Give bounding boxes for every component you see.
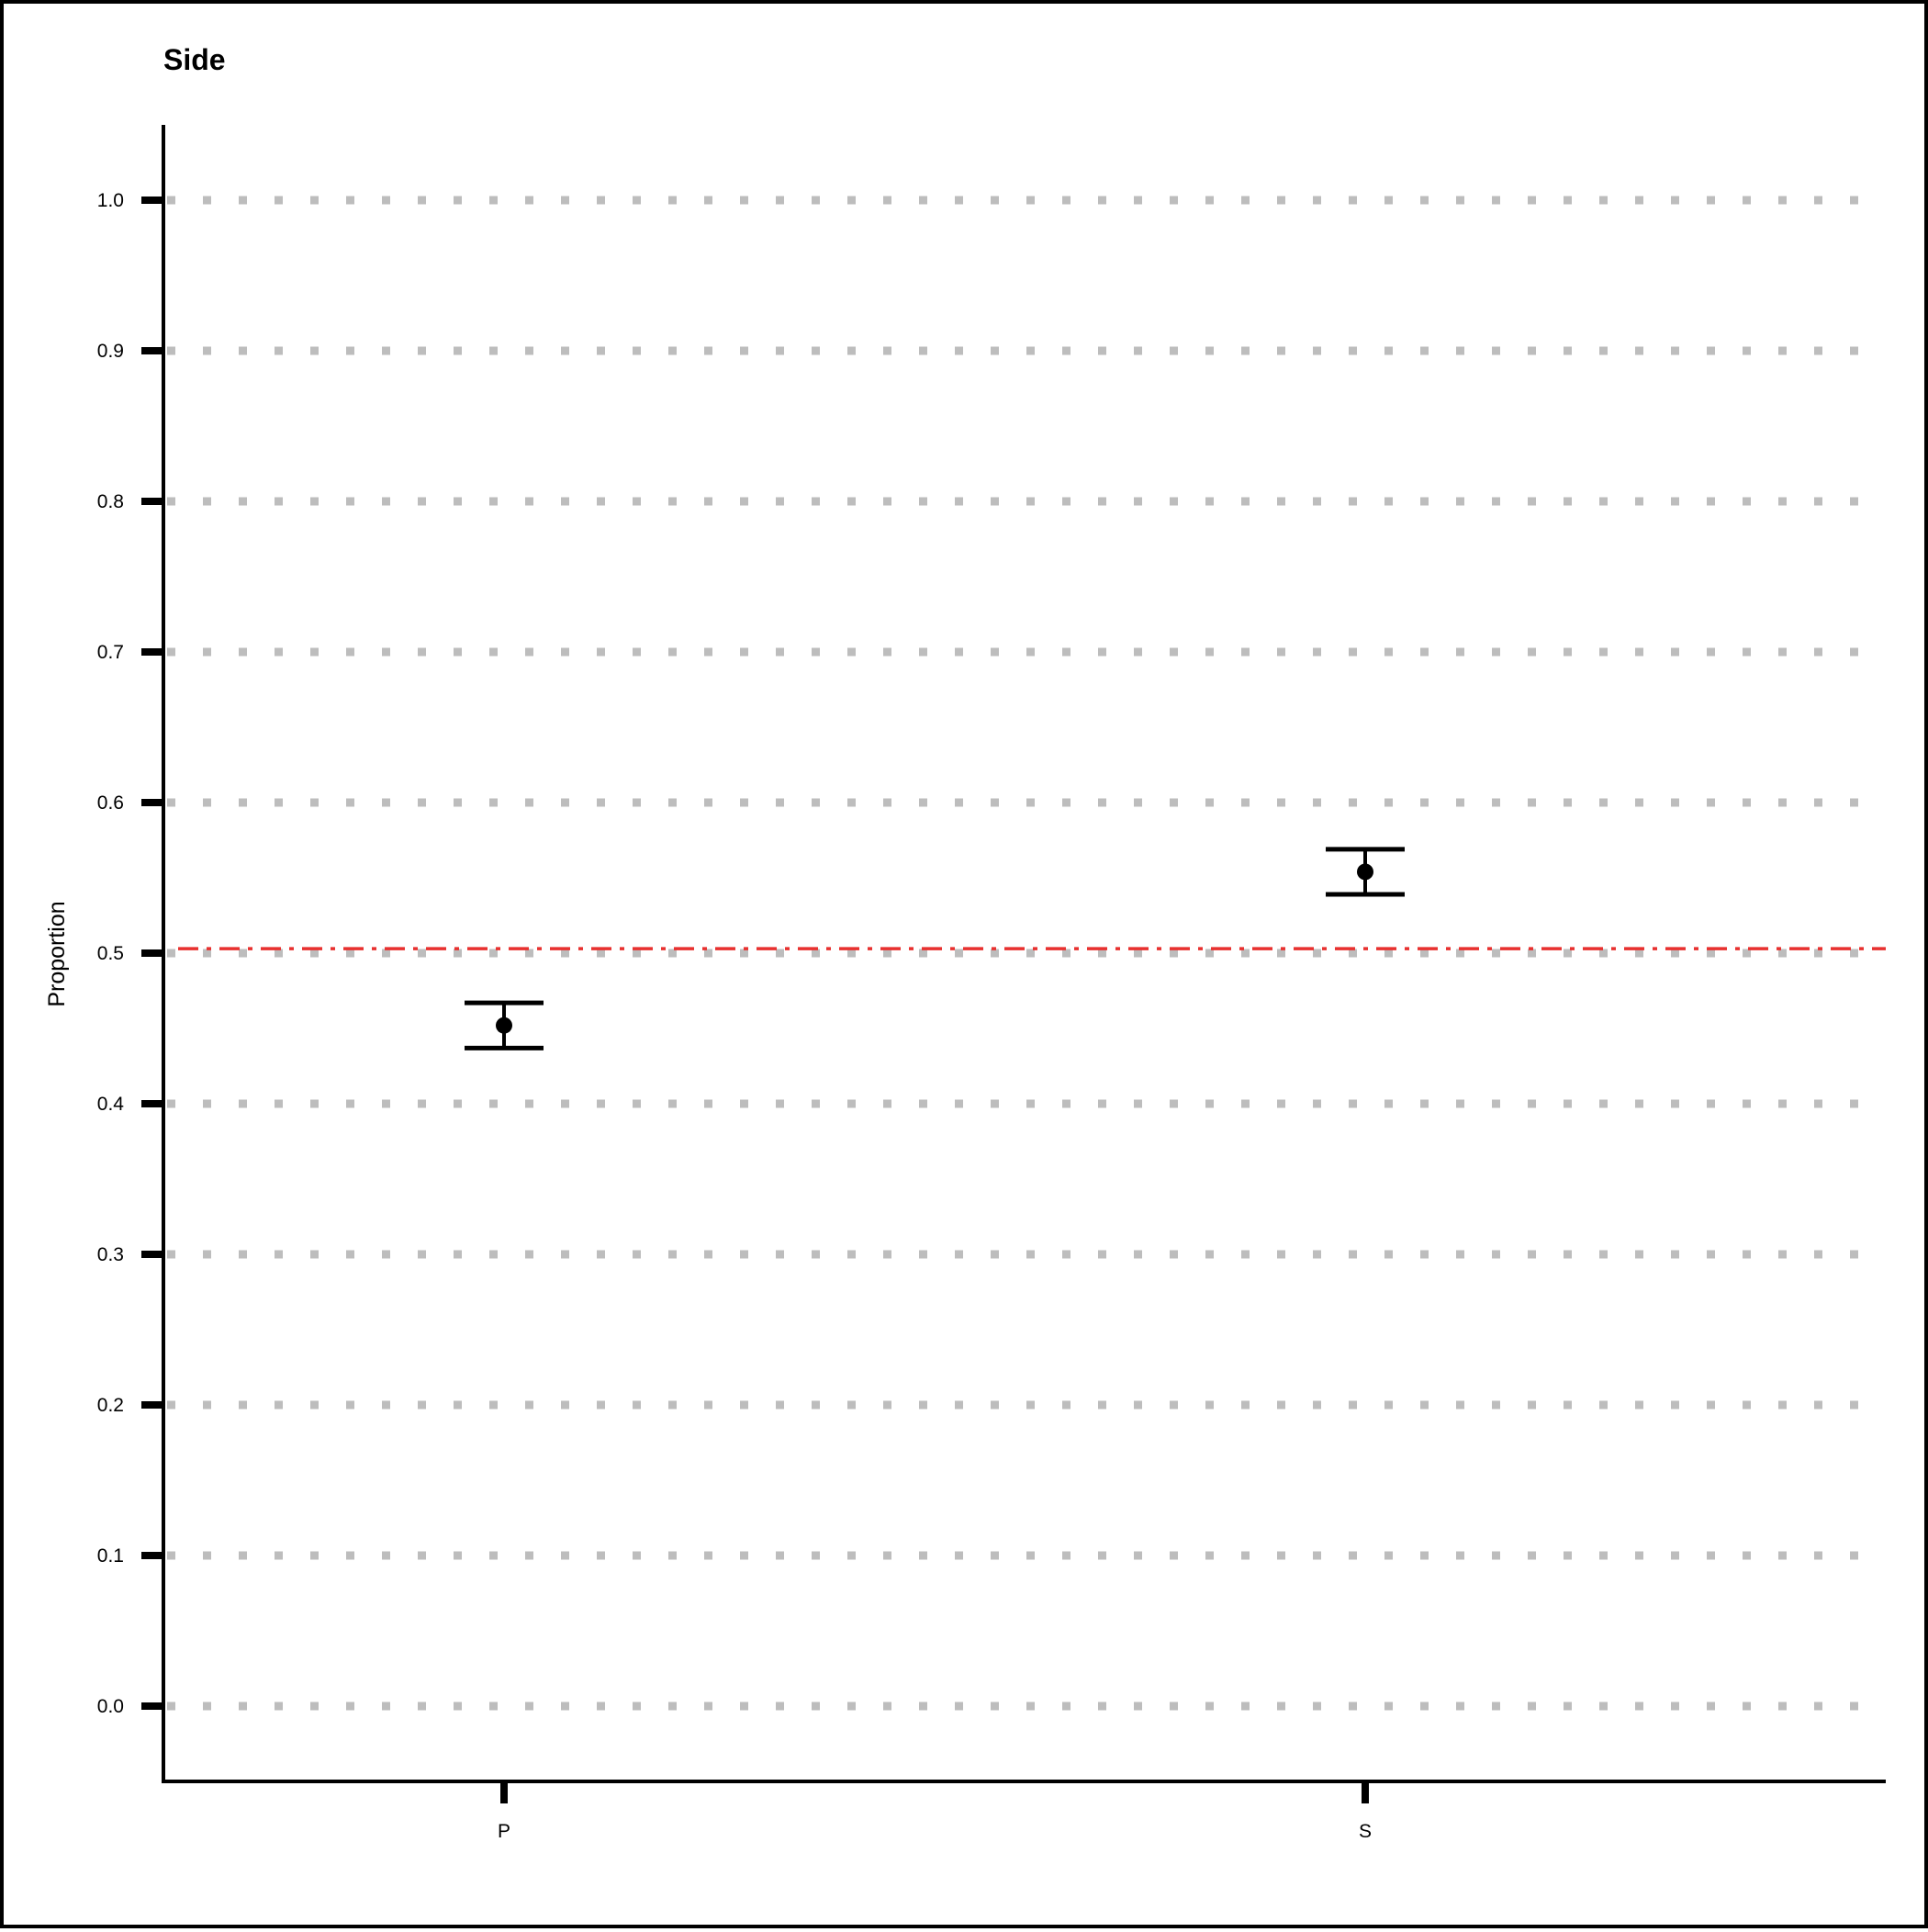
y-tick-label: 0.3 bbox=[97, 1244, 124, 1265]
x-tick-label: P bbox=[498, 1821, 510, 1842]
y-tick-label: 0.5 bbox=[97, 943, 124, 964]
proportion-chart: Side Proportion 0.0 0.1 0.2 0.3 0.4 0.5 0.6 0.7… bbox=[44, 43, 1886, 1842]
y-tick-label: 0.2 bbox=[97, 1395, 124, 1416]
y-tick-label: 0.1 bbox=[97, 1545, 124, 1567]
y-tick-label: 0.6 bbox=[97, 792, 124, 814]
y-tick-label: 0.9 bbox=[97, 341, 124, 362]
y-axis-label: Proportion bbox=[44, 901, 70, 1006]
y-tick-label: 0.0 bbox=[97, 1696, 124, 1717]
data-points bbox=[465, 847, 1405, 1050]
error-bar-point-P bbox=[465, 1000, 544, 1050]
data-point bbox=[496, 1017, 512, 1034]
y-tick-label: 0.8 bbox=[97, 491, 124, 512]
y-tick-label: 1.0 bbox=[97, 190, 124, 211]
chart-title: Side bbox=[163, 43, 226, 76]
gridlines bbox=[167, 196, 1886, 1711]
y-tick-label: 0.4 bbox=[97, 1094, 125, 1115]
data-point bbox=[1357, 863, 1373, 881]
error-bar-point-S bbox=[1326, 847, 1405, 897]
y-tick-label: 0.7 bbox=[97, 642, 124, 663]
x-tick-label: S bbox=[1359, 1821, 1372, 1842]
y-ticks: 0.0 0.1 0.2 0.3 0.4 0.5 0.6 0.7 0.8 0.9 1.0 bbox=[97, 190, 163, 1717]
